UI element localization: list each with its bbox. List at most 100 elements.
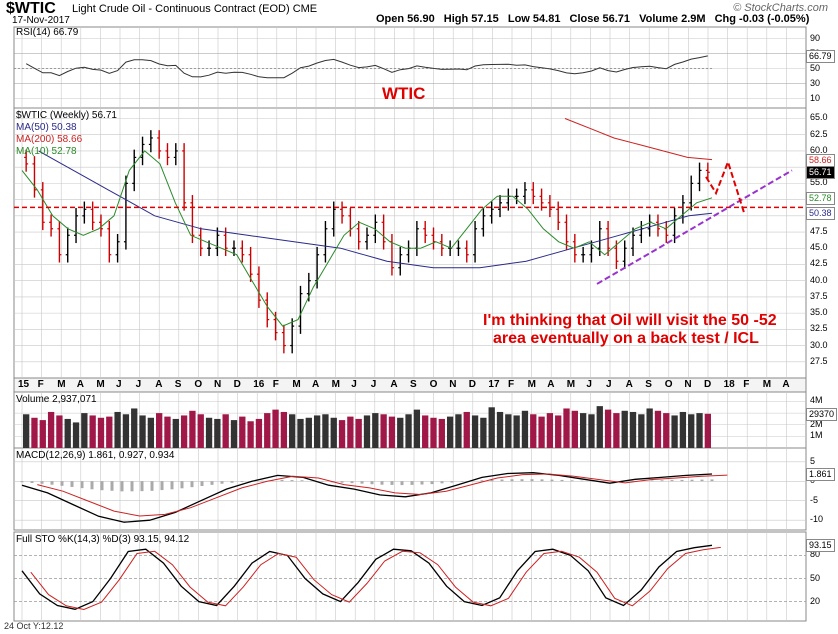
price-y-tick: 27.5: [810, 355, 828, 366]
chart-header: $WTIC Light Crude Oil - Continuous Contr…: [0, 0, 838, 26]
macd-y-tick: -10: [810, 514, 824, 525]
rsi-y-tick: 30: [810, 77, 821, 88]
macd-signal-line: [37, 473, 728, 517]
price-title: $WTIC (Weekly) 56.71: [16, 110, 117, 121]
volume-value: Volume 2.9M: [639, 13, 706, 25]
price-y-tick: 30.0: [810, 339, 828, 350]
volume-bar: [197, 414, 204, 448]
x-tick-label: J: [351, 379, 357, 390]
sto-y-tick: 50: [810, 572, 821, 583]
x-tick-label: A: [312, 379, 320, 390]
chart-date: 17-Nov-2017: [12, 15, 70, 26]
volume-bar: [372, 413, 379, 448]
volume-bar: [463, 411, 470, 448]
x-tick-label: M: [96, 379, 105, 390]
x-tick-label: F: [743, 379, 750, 390]
volume-bar: [654, 410, 662, 448]
volume-bar: [255, 418, 263, 448]
x-tick-label: J: [116, 379, 122, 390]
volume-bar: [106, 416, 113, 448]
ohlc-readout: Open 56.90 High 57.15 Low 54.81 Close 56…: [376, 13, 815, 25]
ma50-line: [38, 150, 713, 269]
volume-bar: [230, 420, 238, 448]
volume-bar: [555, 415, 562, 448]
price-y-tick: 47.5: [810, 226, 828, 237]
symbol: $WTIC: [6, 0, 56, 17]
volume-bar: [156, 413, 163, 448]
footer-date: 24 Oct Y:12.12: [4, 621, 64, 631]
volume-bar: [629, 411, 637, 448]
rsi-title: RSI(14) 66.79: [16, 27, 79, 38]
x-tick-label: S: [410, 379, 417, 390]
volume-bar: [322, 414, 329, 448]
volume-bar: [405, 414, 412, 448]
price-y-tick: 62.5: [810, 128, 828, 139]
x-tick-label: J: [370, 379, 377, 390]
trendline: [596, 169, 793, 285]
low-value: Low 54.81: [507, 13, 561, 25]
volume-bar: [696, 413, 703, 448]
sto-flag: 93.15: [806, 539, 835, 553]
price-y-tick: 40.0: [810, 274, 828, 285]
x-tick-label: O: [429, 379, 438, 390]
volume-bar: [397, 417, 404, 448]
macd-title: MACD(12,26,9) 1.861, 0.927, 0.934: [16, 450, 175, 461]
volume-bar: [521, 410, 529, 448]
volume-bar: [546, 413, 554, 448]
x-tick-label: S: [645, 379, 652, 390]
x-tick-label: O: [664, 379, 673, 390]
volume-bar: [646, 408, 653, 448]
volume-bar: [471, 415, 479, 448]
volume-bar: [579, 413, 587, 448]
symbol-description: Light Crude Oil - Continuous Contract (E…: [72, 3, 318, 15]
volume-y-tick: 2M: [810, 418, 823, 429]
projection-path: [705, 158, 745, 213]
rsi-panel-frame: [13, 26, 807, 109]
volume-bar: [189, 410, 196, 448]
x-tick-label: N: [449, 379, 457, 390]
volume-bar: [81, 413, 88, 448]
volume-bar: [621, 410, 628, 448]
x-tick-label: D: [704, 379, 712, 390]
volume-bar: [297, 418, 304, 448]
x-tick-label: A: [76, 379, 85, 390]
sto-k-line: [21, 544, 713, 610]
volume-bar: [422, 415, 429, 448]
volume-bar: [39, 420, 46, 448]
flag-ma50: 50.38: [806, 207, 835, 221]
x-tick-label: 18: [723, 379, 735, 390]
x-tick-label: A: [155, 379, 163, 390]
volume-bar: [363, 415, 371, 448]
price-y-tick: 32.5: [810, 323, 828, 334]
sto-d-line: [30, 546, 721, 611]
volume-bar: [380, 414, 387, 448]
volume-bar: [239, 416, 246, 448]
rsi-flag: 66.79: [806, 49, 835, 63]
volume-bar: [530, 414, 537, 448]
volume-bar: [180, 415, 188, 448]
legend-ma200: MA(200) 58.66: [16, 134, 83, 145]
ma200-line: [564, 118, 713, 161]
x-tick-label: F: [272, 379, 279, 390]
volume-bar: [604, 409, 612, 448]
volume-bar: [172, 418, 179, 448]
rsi-y-tick: 90: [810, 32, 821, 43]
volume-title: Volume 2,937,071: [16, 394, 97, 405]
flag-ma200: 58.66: [806, 153, 835, 167]
price-y-tick: 42.5: [810, 258, 828, 269]
x-tick-label: J: [606, 379, 612, 390]
x-tick-label: A: [782, 379, 790, 390]
volume-bar: [247, 421, 254, 448]
flag-ma10: 52.78: [806, 191, 835, 205]
volume-bar: [89, 415, 96, 448]
volume-bar: [72, 422, 80, 448]
volume-bar: [704, 413, 711, 448]
price-y-tick: 45.0: [810, 242, 828, 253]
volume-flag: 29370: [806, 407, 838, 421]
x-tick-label: A: [390, 379, 398, 390]
annotation-title: WTIC: [382, 84, 426, 103]
volume-bar: [264, 413, 271, 448]
volume-bar: [563, 408, 570, 448]
volume-bar: [214, 418, 221, 448]
